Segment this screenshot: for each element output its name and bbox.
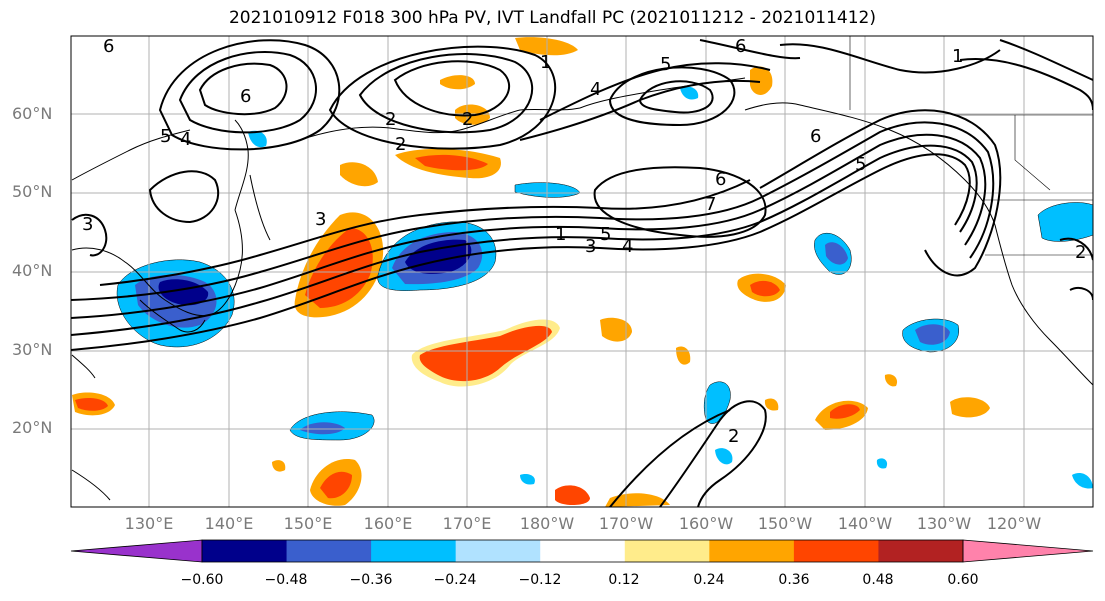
- lon-label: 130°E: [124, 514, 174, 533]
- contour-label: 2: [728, 426, 739, 447]
- graticule: [71, 36, 1093, 507]
- lon-label: 160°W: [678, 514, 734, 533]
- colorbar-tick-label: −0.36: [349, 572, 393, 588]
- lat-label: 20°N: [12, 418, 53, 437]
- ivt-contours: [71, 39, 1093, 507]
- contour-label: 4: [622, 236, 633, 257]
- colorbar-tick-label: 0.12: [608, 572, 640, 588]
- colorbar-segment: [709, 540, 795, 562]
- lon-label: 120°W: [986, 514, 1042, 533]
- colorbar-tick-label: −0.24: [433, 572, 477, 588]
- map-frame: [70, 35, 1094, 508]
- contour-label: 1: [540, 52, 551, 73]
- lat-label: 30°N: [12, 340, 53, 359]
- contour-label: 2: [395, 134, 406, 155]
- lon-label: 160°E: [363, 514, 413, 533]
- map-title: 2021010912 F018 300 hPa PV, IVT Landfall…: [228, 8, 876, 28]
- colorbar-segment: [455, 540, 541, 562]
- contour-label: 5: [660, 54, 671, 75]
- contour-label: 5: [855, 154, 866, 175]
- contour-label: 2: [385, 109, 396, 130]
- contour-label: 6: [810, 126, 821, 147]
- lon-label: 170°W: [598, 514, 654, 533]
- contour-label: 5: [160, 126, 171, 147]
- contour-label: 4: [180, 129, 191, 150]
- colorbar-segment: [878, 540, 964, 562]
- lon-label: 150°E: [283, 514, 333, 533]
- contour-label: 2: [1075, 242, 1086, 263]
- contour-label: 3: [82, 214, 93, 235]
- colorbar-tick-label: 0.60: [947, 572, 979, 588]
- colorbar-extend-high: [962, 539, 1094, 563]
- colorbar-extend-low: [70, 539, 203, 563]
- contour-label: 3: [585, 236, 596, 257]
- colorbar-segment: [793, 540, 879, 562]
- contour-label: 6: [715, 169, 726, 190]
- colorbar-tick-label: −0.48: [264, 572, 308, 588]
- colorbar-tick-label: 0.24: [693, 572, 725, 588]
- lon-label: 140°W: [837, 514, 893, 533]
- contour-label: 6: [240, 86, 251, 107]
- contour-label: 6: [103, 36, 114, 57]
- contour-label: 7: [705, 194, 716, 215]
- contour-label: 4: [590, 79, 601, 100]
- colorbar-tick-label: −0.60: [180, 572, 224, 588]
- colorbar-tick-label: 0.36: [778, 572, 810, 588]
- lat-label: 40°N: [12, 261, 53, 280]
- lon-label: 170°E: [442, 514, 492, 533]
- borders: [849, 36, 1093, 256]
- contour-label: 1: [952, 46, 963, 67]
- contour-label: 1: [555, 224, 566, 245]
- lon-label: 130°W: [916, 514, 972, 533]
- colorbar: [70, 539, 1094, 563]
- colorbar-tick-label: 0.48: [862, 572, 894, 588]
- lon-label: 150°W: [757, 514, 813, 533]
- contour-labels: 6 5 4 3 2 1 6 6 5 7 6 5 4 3 2 1 2 3 4 5 …: [82, 36, 1086, 447]
- colorbar-segment: [371, 540, 457, 562]
- colorbar-tick-label: −0.12: [518, 572, 562, 588]
- colorbar-segment: [624, 540, 710, 562]
- contour-label: 3: [315, 209, 326, 230]
- lat-label: 60°N: [12, 104, 53, 123]
- contour-label: 5: [600, 224, 611, 245]
- colorbar-segment: [540, 540, 626, 562]
- pv-shading: [72, 37, 1093, 507]
- contour-label: 6: [735, 36, 746, 57]
- lon-label: 180°W: [519, 514, 575, 533]
- lat-label: 50°N: [12, 182, 53, 201]
- colorbar-segment: [202, 540, 288, 562]
- colorbar-segment: [286, 540, 372, 562]
- lon-label: 140°E: [204, 514, 254, 533]
- contour-label: 2: [462, 109, 473, 130]
